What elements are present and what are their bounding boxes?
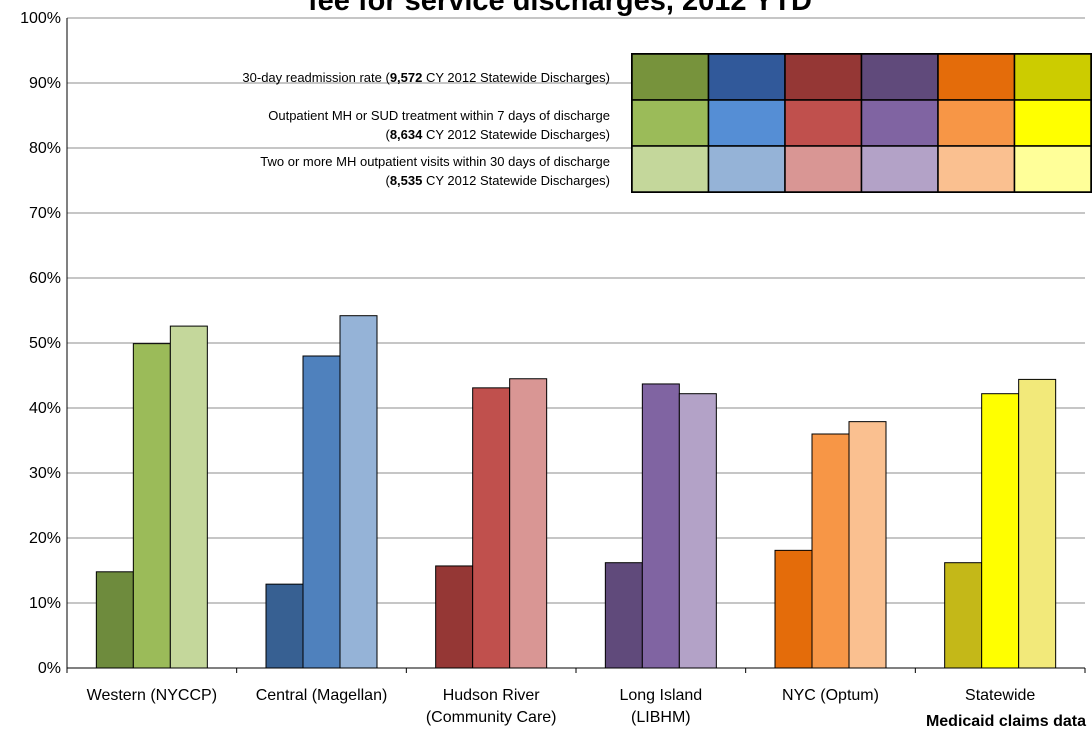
legend-swatch [937, 99, 1016, 147]
bar [774, 549, 813, 669]
y-tick-label: 80% [29, 140, 61, 157]
x-category-label: Hudson River [443, 687, 541, 704]
bar [132, 343, 171, 669]
bar [265, 583, 304, 669]
legend-swatch [860, 99, 939, 147]
y-tick-label: 60% [29, 270, 61, 287]
legend-swatch [1013, 99, 1092, 147]
y-tick-label: 70% [29, 205, 61, 222]
bar [509, 378, 548, 669]
legend-label: (8,634 CY 2012 Statewide Discharges) [385, 127, 610, 142]
x-category-label: NYC (Optum) [782, 687, 879, 704]
bar [435, 565, 474, 669]
y-tick-label: 30% [29, 465, 61, 482]
legend: 30-day readmission rate (9,572 CY 2012 S… [242, 53, 1092, 193]
bar [169, 325, 208, 669]
legend-swatch [860, 53, 939, 101]
legend-swatch [707, 99, 786, 147]
legend-swatch [1013, 53, 1092, 101]
bar [848, 421, 887, 669]
bar [678, 393, 717, 669]
legend-swatch [860, 145, 939, 193]
legend-label: 30-day readmission rate (9,572 CY 2012 S… [242, 70, 610, 85]
bar [981, 393, 1020, 669]
y-axis-tick-labels: 0% 10% 20% 30% 40% 50% 60% 70% 80% 90% 100% [20, 10, 61, 677]
x-category-label: (Community Care) [426, 709, 557, 726]
legend-swatch [631, 53, 710, 101]
legend-swatch [784, 145, 863, 193]
bar [1018, 378, 1057, 669]
legend-swatch [784, 53, 863, 101]
legend-swatch [707, 53, 786, 101]
legend-swatch [937, 53, 1016, 101]
x-category-label: Western (NYCCP) [87, 687, 217, 704]
legend-label: (8,535 CY 2012 Statewide Discharges) [385, 173, 610, 188]
x-category-label: Central (Magellan) [256, 687, 388, 704]
y-tick-label: 20% [29, 530, 61, 547]
y-tick-label: 90% [29, 75, 61, 92]
bar [302, 355, 341, 669]
y-tick-label: 40% [29, 400, 61, 417]
legend-label: Two or more MH outpatient visits within … [260, 154, 610, 169]
bars [95, 315, 1057, 669]
bar [641, 383, 680, 669]
bar [472, 387, 511, 669]
axes [66, 18, 1086, 673]
bar [944, 562, 983, 669]
y-tick-label: 0% [38, 660, 61, 677]
legend-label: Outpatient MH or SUD treatment within 7 … [268, 108, 610, 123]
bar [811, 433, 850, 669]
legend-swatch [1013, 145, 1092, 193]
bar [95, 571, 134, 669]
x-category-label: Long Island [619, 687, 702, 704]
legend-swatch [707, 145, 786, 193]
bar [339, 315, 378, 669]
x-category-label: (LIBHM) [631, 709, 691, 726]
y-tick-label: 10% [29, 595, 61, 612]
chart-title: fee for service discharges, 2012 YTD [308, 0, 812, 17]
y-tick-label: 100% [20, 10, 61, 27]
bar [604, 562, 643, 669]
y-tick-label: 50% [29, 335, 61, 352]
data-source-footnote: Medicaid claims data [926, 713, 1086, 730]
x-axis-category-labels: Western (NYCCP) Central (Magellan) Hudson … [87, 687, 1036, 726]
legend-swatch [631, 145, 710, 193]
legend-swatch [784, 99, 863, 147]
legend-swatch [631, 99, 710, 147]
legend-swatch [937, 145, 1016, 193]
x-category-label: Statewide [965, 687, 1035, 704]
